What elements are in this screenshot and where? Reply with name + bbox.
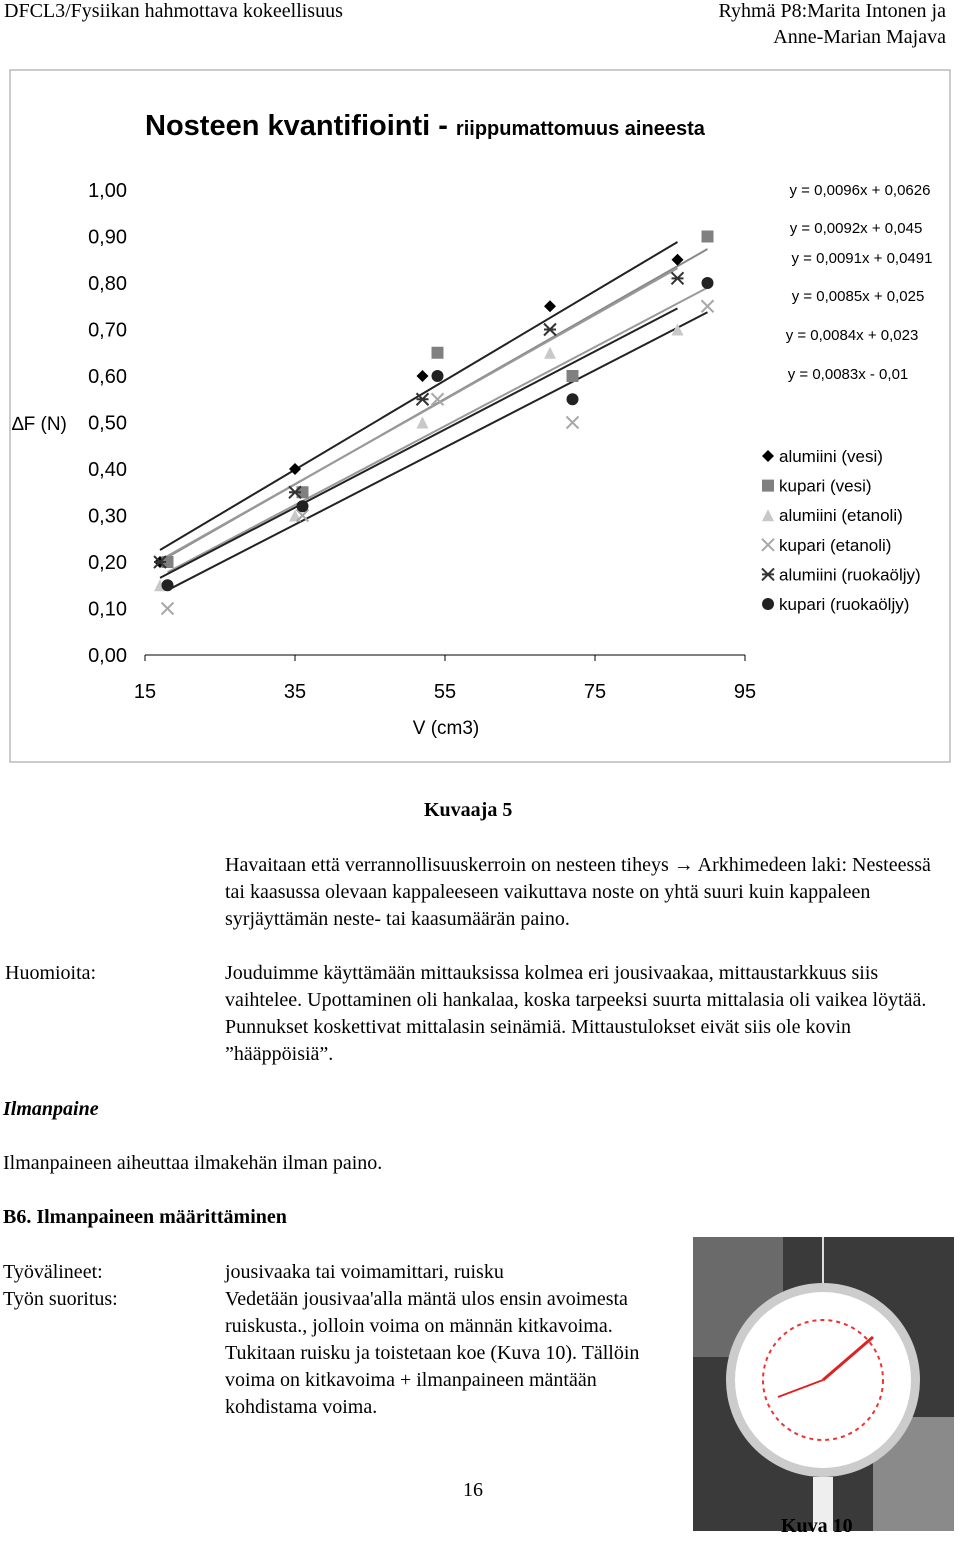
gauge-needle — [822, 1335, 874, 1382]
header-right-2: Anne-Marian Majava — [773, 26, 946, 48]
chart-subtitle: riippumattomuus aineesta — [456, 118, 706, 140]
marker — [761, 538, 775, 552]
marker — [543, 322, 557, 337]
marker — [295, 508, 310, 523]
photo — [693, 1237, 954, 1531]
marker — [565, 415, 580, 430]
gauge-needle — [777, 1379, 824, 1398]
trendline-equation: y = 0,0091x + 0,0491 — [792, 250, 933, 267]
y-tick-label: 0,50 — [88, 413, 127, 435]
legend-label: alumiini (vesi) — [779, 447, 883, 466]
marker — [762, 598, 774, 610]
marker — [762, 479, 774, 492]
trendline — [167, 286, 708, 574]
marker — [544, 346, 556, 359]
marker — [762, 450, 774, 462]
x-tick-label: 55 — [434, 681, 456, 703]
header-left: DFCL3/Fysiikan hahmottava kokeellisuus — [4, 0, 343, 22]
marker — [671, 323, 684, 336]
marker — [289, 509, 301, 522]
gauge-scale — [762, 1319, 884, 1441]
marker — [566, 393, 579, 406]
marker — [160, 601, 175, 616]
paragraph: Ilmanpaineen aiheuttaa ilmakehän ilman p… — [3, 1152, 383, 1174]
y-tick-label: 0,90 — [88, 227, 127, 249]
y-tick-label: 0,00 — [88, 645, 127, 667]
trendline-equation: y = 0,0092x + 0,045 — [790, 220, 923, 237]
x-tick-label: 75 — [584, 681, 606, 703]
page-number: 16 — [463, 1479, 483, 1501]
marker — [288, 485, 302, 499]
marker — [700, 299, 715, 313]
photo-caption: Kuva 10 — [781, 1515, 853, 1537]
marker — [153, 555, 167, 569]
trendline-equation: y = 0,0096x + 0,0626 — [790, 182, 931, 199]
trendline-equation: y = 0,0085x + 0,025 — [792, 288, 925, 305]
label: Huomioita: — [5, 962, 97, 984]
marker — [431, 346, 444, 359]
marker — [416, 416, 429, 429]
marker — [161, 556, 174, 568]
legend-label: kupari (etanoli) — [779, 536, 891, 555]
y-tick-label: 0,20 — [88, 552, 127, 574]
figure-caption: Kuvaaja 5 — [424, 799, 513, 821]
chart-frame — [9, 69, 951, 763]
header-right-1: Ryhmä P8:Marita Intonen ja — [718, 0, 947, 22]
trendline-equation: y = 0,0083x - 0,01 — [788, 366, 909, 383]
marker — [544, 300, 556, 313]
marker — [161, 579, 174, 592]
marker — [296, 500, 309, 513]
marker — [415, 392, 430, 406]
y-tick-label: 0,30 — [88, 506, 127, 528]
x-tick-label: 35 — [284, 681, 306, 703]
trendline-equation: y = 0,0084x + 0,023 — [786, 327, 919, 344]
marker — [566, 370, 579, 382]
x-axis-label: V (cm3) — [413, 718, 480, 739]
marker — [670, 271, 685, 286]
label: Työvälineet: — [3, 1261, 103, 1283]
chart-title: Nosteen kvantifiointi - — [145, 110, 448, 142]
label: Työn suoritus: — [3, 1288, 118, 1310]
marker — [430, 392, 445, 406]
marker — [701, 277, 714, 289]
trendline — [159, 267, 678, 562]
legend-label: kupari (ruokaöljy) — [779, 595, 909, 614]
marker — [762, 509, 774, 522]
legend-label: kupari (vesi) — [779, 477, 872, 496]
trendline — [159, 307, 678, 579]
marker — [431, 370, 444, 382]
y-tick-label: 0,80 — [88, 273, 127, 295]
legend-label: alumiini (ruokaöljy) — [779, 565, 921, 584]
paragraph: Havaitaan että verrannollisuuskerroin on… — [225, 854, 931, 930]
y-tick-label: 0,60 — [88, 366, 127, 388]
marker — [296, 486, 309, 499]
y-tick-label: 0,10 — [88, 599, 127, 621]
trendline — [167, 311, 708, 592]
paragraph: Vedetään jousivaa'alla mäntä ulos ensin … — [225, 1288, 640, 1418]
section-heading: Ilmanpaine — [3, 1098, 99, 1120]
marker — [289, 463, 301, 475]
legend-label: alumiini (etanoli) — [779, 506, 903, 525]
y-tick-label: 1,00 — [88, 180, 127, 202]
x-tick-label: 15 — [134, 681, 156, 703]
chart: Nosteen kvantifiointi - riippumattomuus … — [9, 69, 951, 763]
subsection-heading: B6. Ilmanpaineen määrittäminen — [3, 1206, 287, 1228]
photo-shape — [813, 1477, 833, 1531]
paragraph: jousivaaka tai voimamittari, ruisku — [225, 1261, 504, 1283]
y-axis-label: ∆F (N) — [12, 414, 67, 435]
marker — [701, 230, 714, 243]
y-tick-label: 0,70 — [88, 320, 127, 342]
paragraph: Jouduimme käyttämään mittauksissa kolmea… — [225, 962, 927, 1065]
marker — [761, 567, 775, 582]
marker — [671, 253, 684, 266]
x-tick-label: 95 — [734, 681, 756, 703]
y-tick-label: 0,40 — [88, 459, 127, 481]
marker — [416, 370, 429, 382]
